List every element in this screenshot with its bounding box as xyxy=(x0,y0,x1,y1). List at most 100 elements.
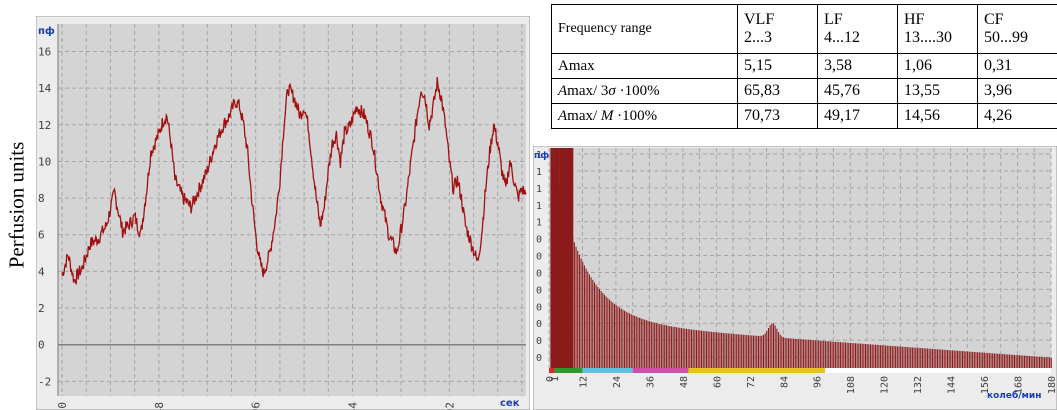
x-tick-label: 1 xyxy=(550,376,561,382)
spectrum-bar xyxy=(685,328,688,368)
spectrum-bar xyxy=(766,331,768,368)
spectrum-bar xyxy=(559,148,563,368)
spectrum-bar xyxy=(955,350,957,368)
header-cell-vlf: VLF 2...3 xyxy=(737,4,818,54)
spectrum-bar xyxy=(600,291,602,368)
spectrum-bar xyxy=(754,335,756,368)
spectrum-bar xyxy=(1005,354,1007,368)
spectrum-bar xyxy=(677,327,679,368)
spectrum-bar xyxy=(587,271,589,368)
spectrum-bar xyxy=(1023,355,1026,368)
y-tick-label: 1 xyxy=(536,201,542,212)
spectrum-bar xyxy=(826,341,828,368)
y-tick-label: 1 xyxy=(536,167,542,178)
table-cell: 49,17 xyxy=(817,103,898,129)
spectrum-bar xyxy=(644,319,646,368)
spectrum-bar xyxy=(925,348,927,368)
spectrum-bar xyxy=(967,351,969,368)
spectrum-bar xyxy=(577,250,579,368)
y-tick-label: 2 xyxy=(38,302,45,315)
spectrum-bar xyxy=(791,338,793,368)
spectrum-bar xyxy=(719,332,721,368)
spectrum-bar xyxy=(761,335,763,368)
spectrum-bar xyxy=(729,333,731,368)
frequency-range-table: Frequency range VLF 2...3 LF 4...12 HF 13..… xyxy=(551,4,1057,129)
spectrum-bar xyxy=(818,340,820,368)
spectrum-bar xyxy=(767,328,770,368)
y-tick-label: -2 xyxy=(38,375,51,388)
spectrum-bar xyxy=(592,279,594,368)
spectrum-bar xyxy=(1035,356,1037,368)
spectrum-bar xyxy=(714,332,716,368)
spectrum-bar xyxy=(931,348,933,368)
y-tick-label: 12 xyxy=(38,119,51,132)
header-name-hf: HF xyxy=(904,11,925,28)
spectrum-bar xyxy=(891,345,893,368)
spectrum-bar xyxy=(689,329,691,368)
spectrum-bar xyxy=(982,352,984,368)
spectrum-bar xyxy=(928,348,930,368)
spectrum-bar xyxy=(809,339,811,368)
spectrum-bar xyxy=(665,325,667,368)
x-tick-label: 96 xyxy=(813,376,824,388)
y-unit-label: пф xyxy=(38,25,55,37)
spectrum-bar xyxy=(664,325,666,368)
y-tick-label: 0 xyxy=(536,235,542,246)
spectrum-bar xyxy=(734,334,736,368)
row-label: Amax/ 3σ ·100% xyxy=(551,78,738,104)
y-tick-label: 0 xyxy=(536,268,542,279)
spectrum-bar xyxy=(853,343,855,368)
spectrum-bar xyxy=(588,274,590,368)
spectrum-bar xyxy=(803,339,805,368)
spectrum-bar xyxy=(615,305,617,368)
spectrum-bar xyxy=(833,341,835,368)
table-cell: 3,58 xyxy=(817,53,898,79)
spectrum-bar xyxy=(983,352,985,368)
spectrum-bar xyxy=(704,331,706,368)
x-tick-label: 0 xyxy=(545,376,556,382)
spectrum-bar xyxy=(911,347,913,368)
spectrum-bar xyxy=(622,309,624,368)
spectrum-bar xyxy=(806,339,808,368)
spectrum-bar xyxy=(603,294,606,368)
spectrum-bar xyxy=(612,302,614,368)
spectrum-bar xyxy=(796,338,798,368)
spectrum-bar xyxy=(1007,354,1009,368)
spectrum-bar xyxy=(759,335,761,368)
spectrum-bar xyxy=(630,314,632,368)
spectrum-bar xyxy=(602,292,604,368)
spectrum-bar xyxy=(610,301,612,368)
spectrum-bar xyxy=(980,352,982,368)
spectrum-bar xyxy=(756,335,758,368)
table-cell: 1,06 xyxy=(897,53,978,79)
table-cell: 0,31 xyxy=(977,53,1057,79)
spectrum-bar xyxy=(1017,355,1019,368)
spectrum-bar xyxy=(711,331,713,368)
x-tick-label: 0 xyxy=(56,402,69,409)
spectrum-bar xyxy=(692,329,694,368)
spectrum-bar xyxy=(910,347,912,368)
spectrum-bar xyxy=(741,334,743,368)
table-row: Amax/ 3σ ·100% 65,83 45,76 13,55 3,96 xyxy=(551,78,1057,104)
frequency-band-strip xyxy=(825,368,1051,373)
x-unit-label: колеб/мин xyxy=(987,390,1041,401)
spectrum-bar xyxy=(896,346,898,368)
spectrum-bar xyxy=(580,258,582,368)
spectrum-bar xyxy=(883,345,885,368)
table-cell: 65,83 xyxy=(737,78,818,104)
table-cell: 5,15 xyxy=(737,53,818,79)
spectrum-bar xyxy=(680,328,682,368)
spectrum-bar xyxy=(617,306,619,368)
spectrum-bar xyxy=(739,334,741,368)
spectrum-bar xyxy=(799,339,801,368)
spectrum-bar xyxy=(816,340,818,368)
y-axis-label: Perfusion units xyxy=(2,130,32,280)
spectrum-bar xyxy=(906,347,908,368)
row-label-part: ·100% xyxy=(615,83,660,99)
y-tick-label: 0 xyxy=(536,285,542,296)
spectrum-bar xyxy=(724,333,726,368)
spectrum-bar xyxy=(935,349,937,368)
spectrum-bar xyxy=(593,282,595,368)
x-tick-label: 144 xyxy=(947,376,958,394)
table-header-row: Frequency range VLF 2...3 LF 4...12 HF 13..… xyxy=(551,4,1057,54)
